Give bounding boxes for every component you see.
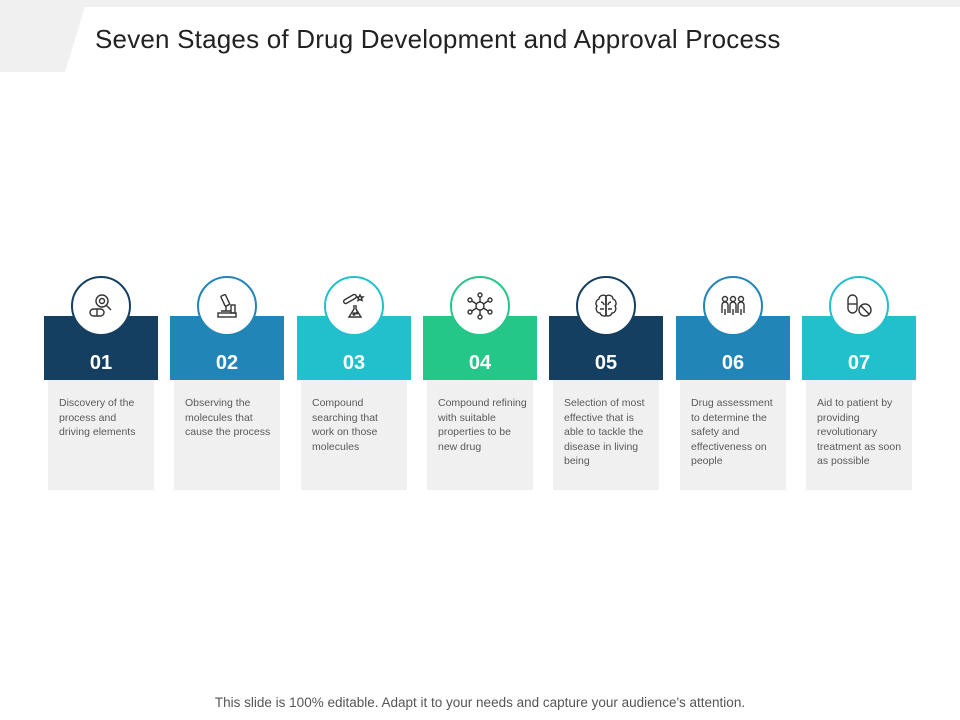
stage-number: 02 <box>215 352 239 374</box>
stage-number: 01 <box>89 352 113 374</box>
icon-ring <box>829 276 889 336</box>
stage-02: 02 Observing the molecules that cause th… <box>170 276 284 492</box>
footer-note: This slide is 100% editable. Adapt it to… <box>214 695 746 710</box>
magnifier-pill-icon <box>89 294 112 317</box>
stage-number: 03 <box>342 352 366 374</box>
stage-07: 07 Aid to patient by providing revolutio… <box>802 276 916 492</box>
stage-description: Selection of most effective that is able… <box>553 380 659 490</box>
stage-description: Discovery of the process and driving ele… <box>48 380 154 490</box>
stage-description: Compound searching that work on those mo… <box>301 380 407 490</box>
stage-number: 05 <box>594 352 618 374</box>
stage-description: Aid to patient by providing revolutionar… <box>806 380 912 490</box>
molecule-icon <box>467 292 493 320</box>
people-group-icon <box>721 295 745 315</box>
icon-ring <box>197 276 257 336</box>
pills-icon <box>847 294 872 317</box>
test-tube-flask-icon <box>342 293 365 318</box>
stage-number: 07 <box>847 352 871 374</box>
stage-description: Observing the molecules that cause the p… <box>174 380 280 490</box>
icon-ring <box>324 276 384 336</box>
stage-06: 06 Drug assessment to determine the safe… <box>676 276 790 492</box>
icon-ring <box>71 276 131 336</box>
stage-03: 03 Compound searching that work on those… <box>297 276 411 492</box>
icon-ring <box>450 276 510 336</box>
stage-04: 04 Compound refining with suitable prope… <box>423 276 537 492</box>
page-title: Seven Stages of Drug Development and App… <box>95 24 781 54</box>
stage-description: Drug assessment to determine the safety … <box>680 380 786 490</box>
stage-01: 01 Discovery of the process and driving … <box>44 276 158 492</box>
stage-number: 04 <box>468 352 492 374</box>
brain-icon <box>595 294 617 317</box>
stage-05: 05 Selection of most effective that is a… <box>549 276 663 492</box>
icon-ring <box>703 276 763 336</box>
stage-description: Compound refining with suitable properti… <box>427 380 533 490</box>
icon-ring <box>576 276 636 336</box>
stage-number: 06 <box>721 352 745 374</box>
microscope-icon <box>217 293 237 318</box>
